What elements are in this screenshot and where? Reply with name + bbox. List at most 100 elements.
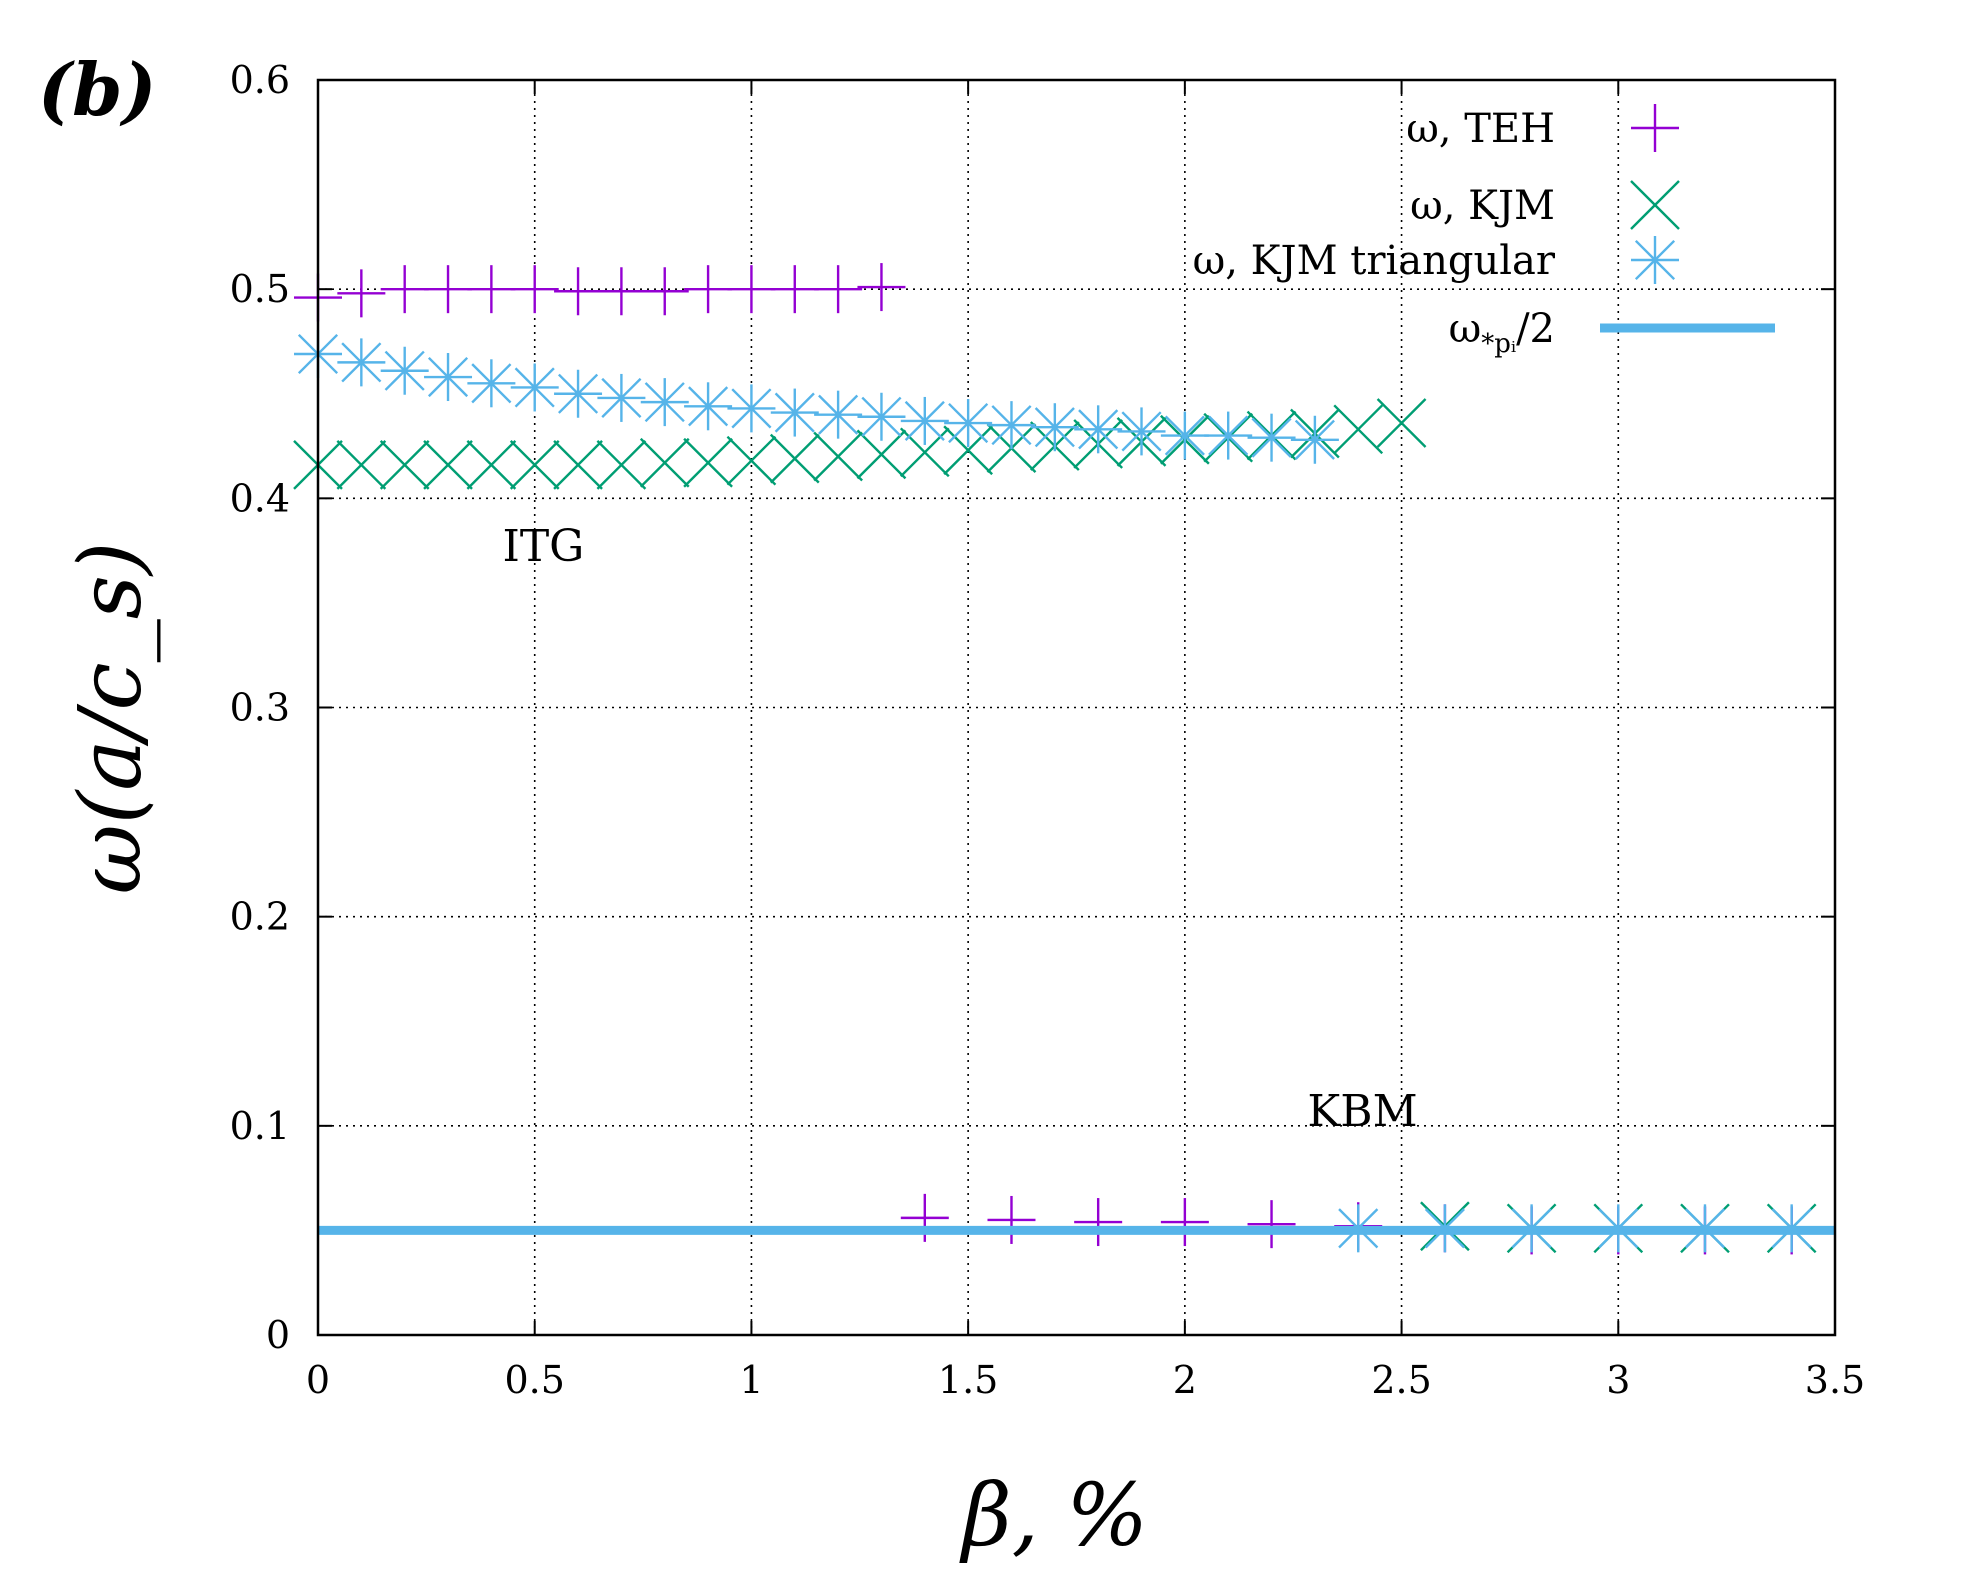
kjm-cross-marker-stroke: [596, 440, 647, 490]
y-axis-label: ω(a/c_s): [61, 542, 161, 895]
kjm-triangular-star-marker: [424, 353, 473, 402]
kjm-triangular-star-marker-stroke: [558, 373, 599, 414]
x-tick-label: 2.5: [1371, 1358, 1431, 1402]
kjm-triangular-star-marker: [727, 384, 776, 433]
kjm-triangular-star-marker-stroke: [1208, 415, 1249, 456]
kjm-triangular-star-marker: [640, 378, 689, 427]
kjm-cross-marker: [336, 440, 387, 490]
kjm-cross-marker-stroke: [1376, 398, 1427, 448]
kjm-triangular-star-marker-stroke: [514, 367, 555, 408]
kjm-triangular-star-marker: [684, 382, 733, 431]
teh-plus-marker: [467, 265, 516, 314]
kjm-triangular-star-marker: [554, 369, 603, 418]
kjm-triangular-star-marker-stroke: [991, 405, 1032, 446]
kjm-cross-marker-stroke: [466, 440, 517, 490]
teh-plus-marker: [814, 265, 863, 314]
y-tick-label: 0.6: [230, 58, 290, 102]
kjm-triangular-star-marker-stroke: [601, 377, 642, 418]
kjm-cross-marker: [553, 440, 603, 490]
kjm-triangular-star-marker-stroke: [1034, 407, 1075, 448]
legend-label: ω, KJM: [1410, 183, 1555, 229]
kjm-triangular-star-marker: [467, 359, 516, 408]
kjm-cross-marker-stroke: [813, 431, 863, 482]
x-tick-label: 2: [1173, 1358, 1197, 1402]
teh-plus-marker: [727, 265, 776, 314]
kjm-triangular-star-marker-stroke: [644, 382, 685, 423]
kjm-triangular-star-marker-stroke: [948, 402, 989, 444]
kjm-cross-marker: [596, 440, 647, 490]
kjm-triangular-star-marker: [1290, 415, 1339, 464]
kjm-cross-marker: [943, 425, 993, 476]
teh-plus-marker: [554, 267, 603, 316]
x-tick-label: 0.5: [504, 1358, 564, 1402]
kjm-triangular-star-marker-stroke: [341, 342, 382, 383]
kjm-triangular-star-marker: [814, 390, 863, 439]
kjm-triangular-star-marker: [987, 401, 1036, 450]
kjm-triangular-star-marker: [857, 392, 906, 441]
kjm-cross-marker: [1376, 398, 1427, 448]
kjm-triangular-star-marker-stroke: [818, 394, 859, 435]
kjm-cross-marker-stroke: [423, 440, 473, 490]
kjm-triangular-star-marker-stroke: [731, 388, 772, 429]
kjm-cross-marker-stroke: [1333, 404, 1384, 455]
kjm-triangular-star-marker-stroke: [1251, 417, 1292, 458]
y-tick-label: 0.5: [230, 267, 290, 311]
kjm-cross-marker: [1333, 404, 1384, 455]
kjm-cross-marker: [856, 429, 907, 480]
legend-kjm-cross-marker-stroke: [1630, 180, 1680, 230]
x-tick-label: 3.5: [1805, 1358, 1865, 1402]
kjm-triangular-star-marker: [1030, 403, 1079, 452]
kjm-triangular-star-marker: [1074, 405, 1123, 454]
kjm-triangular-star-marker: [337, 338, 386, 387]
kjm-triangular-star-marker: [1117, 407, 1166, 456]
legend-label: ω*pᵢ/2: [1449, 306, 1555, 359]
kjm-cross-marker: [769, 433, 820, 484]
kjm-cross-marker: [509, 440, 560, 490]
kjm-triangular-star-marker-stroke: [774, 392, 815, 433]
kjm-cross-marker-stroke: [726, 435, 777, 486]
kjm-cross-marker-stroke: [683, 437, 733, 488]
kjm-triangular-star-marker: [1160, 411, 1209, 460]
annotation-kbm: KBM: [1307, 1086, 1417, 1137]
kjm-cross-marker: [423, 440, 473, 490]
teh-plus-marker: [597, 267, 646, 316]
kjm-cross-marker-stroke: [639, 437, 690, 488]
series-star: [294, 330, 1816, 1253]
kjm-cross-marker-stroke: [379, 440, 430, 490]
kjm-triangular-star-marker-stroke: [1078, 409, 1119, 450]
kjm-triangular-star-marker-stroke: [904, 400, 945, 441]
y-tick-label: 0.3: [230, 686, 290, 730]
legend-kjm-cross-marker: [1630, 180, 1680, 230]
y-tick-label: 0.2: [230, 895, 290, 939]
kjm-triangular-star-marker-stroke: [384, 350, 425, 391]
teh-plus-marker: [857, 263, 906, 312]
kjm-triangular-star-marker: [1204, 411, 1253, 460]
legend-subscript: *pᵢ: [1481, 329, 1516, 359]
x-tick-label: 1: [739, 1358, 763, 1402]
x-tick-label: 1.5: [938, 1358, 998, 1402]
kjm-triangular-star-marker-stroke: [861, 396, 902, 437]
teh-plus-marker: [337, 269, 386, 318]
legend-teh-plus-marker: [1631, 104, 1679, 152]
teh-plus-marker: [684, 265, 733, 314]
annotation-itg: ITG: [502, 521, 584, 572]
teh-plus-marker: [510, 265, 559, 314]
kjm-triangular-star-marker-stroke: [1164, 415, 1205, 456]
kjm-cross-marker: [379, 440, 430, 490]
teh-plus-marker: [424, 265, 473, 314]
teh-plus-marker: [1074, 1198, 1123, 1247]
y-tick-label: 0.1: [230, 1104, 290, 1148]
kjm-cross-marker-stroke: [336, 440, 387, 490]
grid-lines: [318, 80, 1835, 1335]
data-series: [293, 263, 1835, 1255]
teh-plus-marker: [380, 265, 429, 314]
kjm-cross-marker-stroke: [769, 433, 820, 484]
teh-plus-marker: [1160, 1198, 1209, 1247]
teh-plus-marker: [1247, 1200, 1296, 1249]
kjm-cross-marker: [466, 440, 517, 490]
teh-plus-marker: [987, 1195, 1036, 1244]
teh-plus-marker: [770, 265, 819, 314]
kjm-triangular-star-marker: [770, 388, 819, 437]
kjm-triangular-star-marker-stroke: [1294, 419, 1335, 460]
